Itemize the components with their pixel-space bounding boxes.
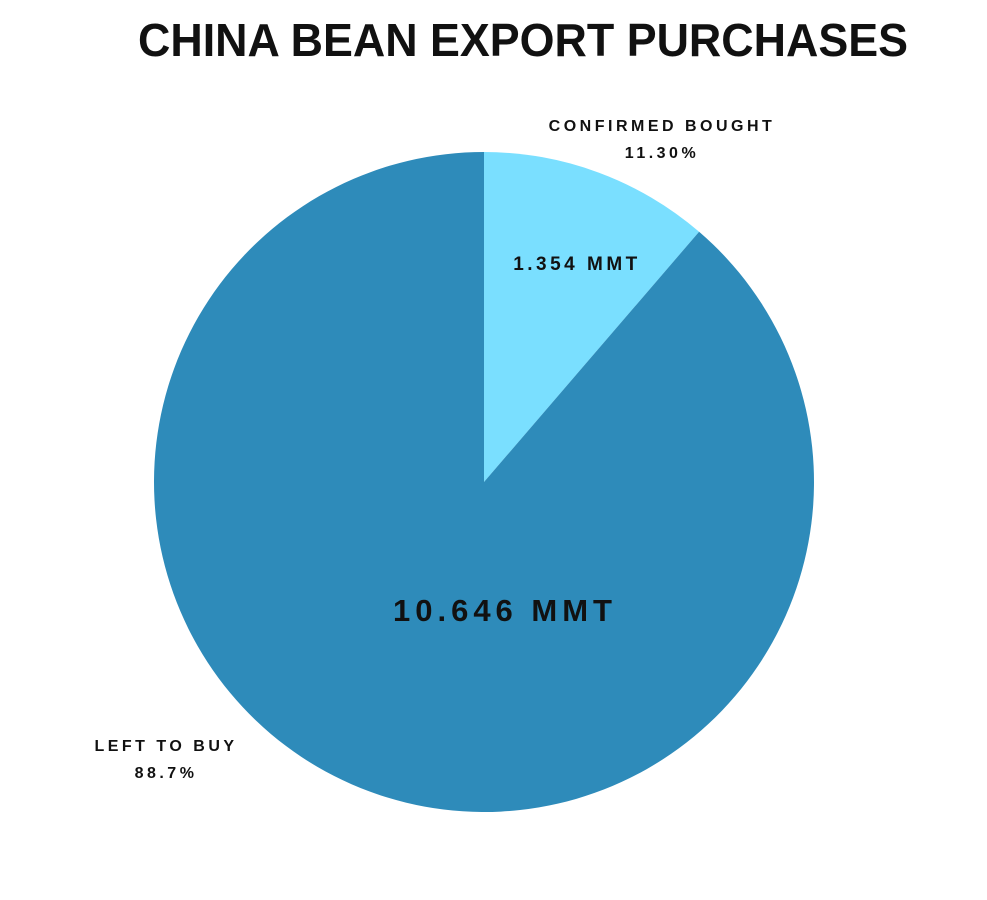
slice-amount-label: 10.646 MMT xyxy=(393,593,617,628)
chart-title: CHINA BEAN EXPORT PURCHASES xyxy=(138,14,908,66)
slice-percent-label: 88.7% xyxy=(135,765,198,782)
pie-slice xyxy=(484,152,700,482)
pie-slice xyxy=(153,152,814,813)
slice-category-label: LEFT TO BUY xyxy=(94,738,237,755)
slice-amount-label: 1.354 MMT xyxy=(513,254,641,275)
slice-category-label: CONFIRMED BOUGHT xyxy=(549,118,776,135)
slice-percent-label: 11.30% xyxy=(625,145,699,162)
